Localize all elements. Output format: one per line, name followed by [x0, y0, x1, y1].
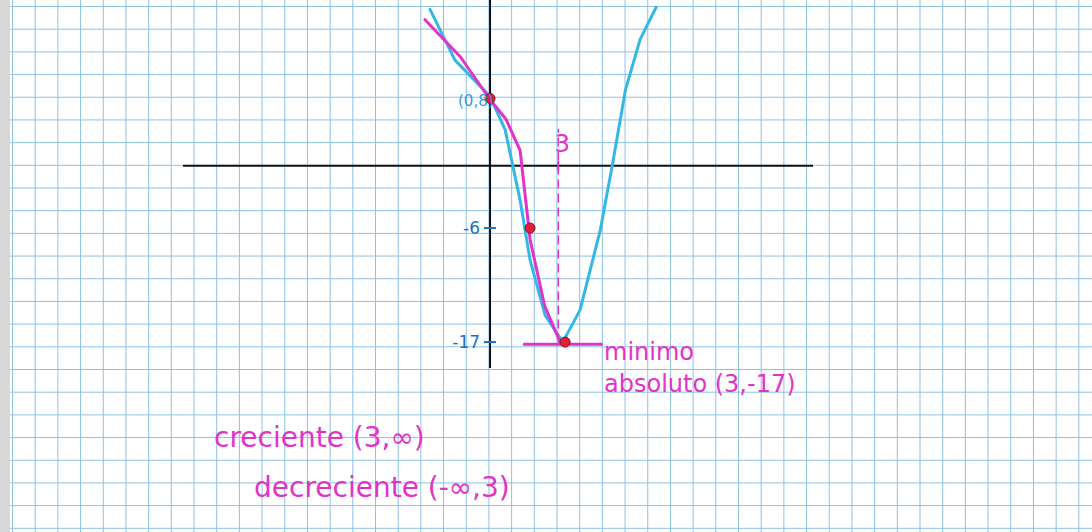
annotation: (0,8) — [458, 92, 494, 110]
dashed-line — [558, 130, 560, 343]
point — [525, 223, 535, 233]
curve — [425, 20, 560, 342]
x-axis — [183, 165, 813, 167]
y-tick — [484, 341, 496, 343]
annotation: absoluto (3,-17) — [604, 370, 796, 398]
point — [560, 337, 570, 347]
annotation: creciente (3,∞) — [214, 421, 425, 454]
graph-paper — [0, 0, 1092, 532]
x-tick-label: 3 — [555, 130, 570, 158]
y-tick-label: -17 — [452, 332, 480, 352]
annotation: decreciente (-∞,3) — [254, 471, 510, 504]
y-axis — [489, 0, 491, 368]
plot-marks — [425, 7, 656, 347]
margin-strip — [0, 0, 10, 532]
y-tick — [484, 227, 496, 229]
annotation: minimo — [604, 338, 694, 366]
chart: -6 -17 3 (0,8) minimo absoluto (3,-17) crecien… — [0, 0, 1092, 532]
y-tick-label: -6 — [463, 218, 480, 238]
